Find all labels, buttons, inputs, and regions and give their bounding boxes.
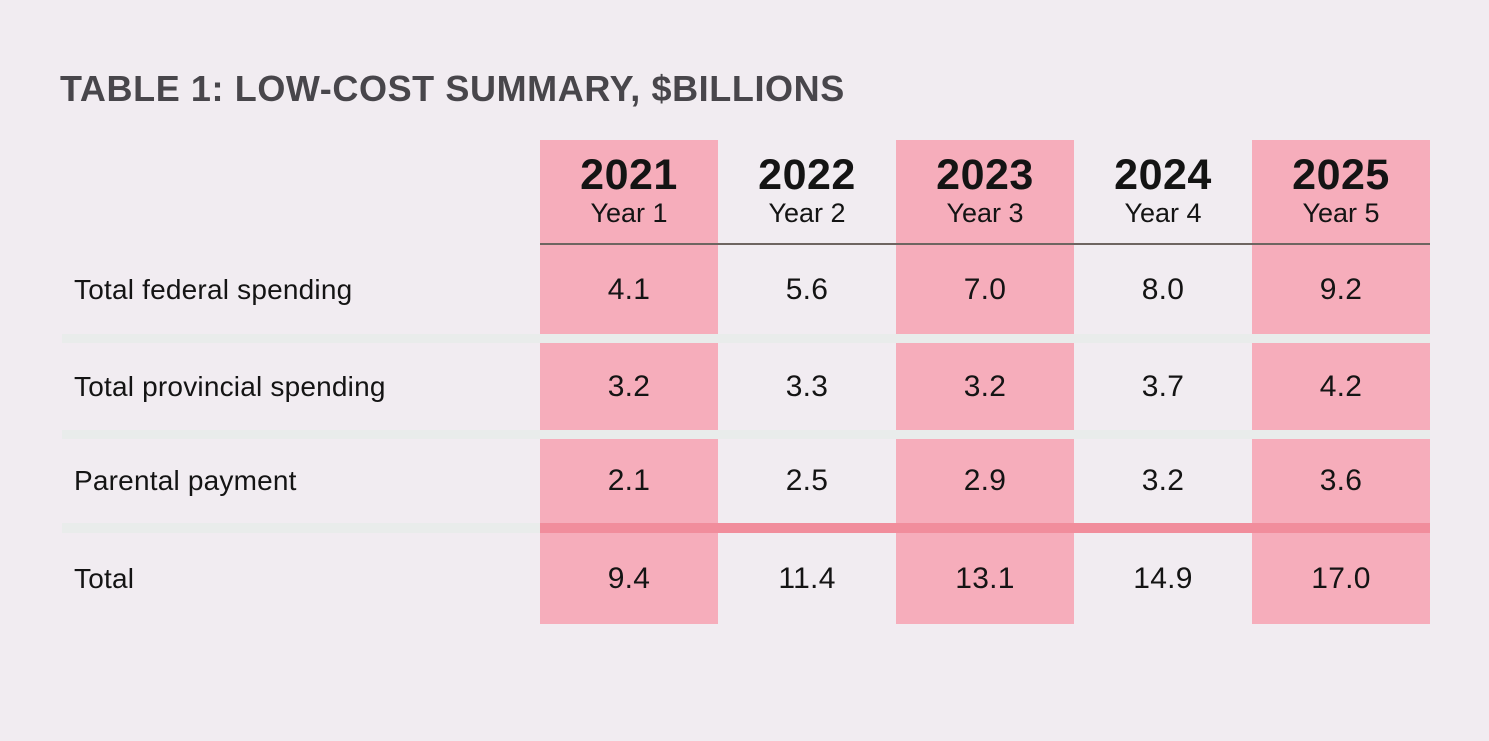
total-divider [540, 523, 1430, 533]
year-label: 2025 [1292, 151, 1390, 200]
low-cost-summary-table: 2021 Year 1 2022 Year 2 2023 Year 3 2024… [62, 140, 1430, 624]
year-label: 2024 [1114, 151, 1212, 200]
value-cell: 9.2 [1252, 245, 1430, 334]
row-label: Total provincial spending [74, 370, 386, 402]
value-cell: 13.1 [896, 533, 1074, 624]
value-cell: 3.2 [540, 343, 718, 430]
header-rule [540, 243, 1430, 245]
value-cell: 4.2 [1252, 343, 1430, 430]
year-sublabel: Year 5 [1302, 197, 1380, 228]
value-cell: 3.7 [1141, 369, 1185, 403]
value-cell: 2.5 [785, 464, 829, 497]
value-cell: 3.2 [896, 343, 1074, 430]
value-cell: 14.9 [1133, 561, 1193, 595]
column-header-2025: 2025 Year 5 [1252, 140, 1430, 243]
column-header-2023: 2023 Year 3 [896, 140, 1074, 243]
year-sublabel: Year 3 [946, 197, 1024, 228]
header-spacer-cell [62, 140, 540, 243]
row-label: Total [74, 562, 135, 594]
column-header-2024: 2024 Year 4 [1074, 140, 1252, 243]
column-header-2021: 2021 Year 1 [540, 140, 718, 243]
value-cell: 3.6 [1252, 439, 1430, 523]
row-label: Total federal spending [74, 273, 353, 305]
value-cell: 11.4 [778, 561, 836, 595]
row-label: Parental payment [74, 465, 297, 496]
table-title: TABLE 1: LOW-COST SUMMARY, $BILLIONS [60, 68, 845, 109]
value-cell: 2.9 [896, 439, 1074, 523]
year-label: 2023 [936, 151, 1034, 200]
year-label: 2022 [758, 151, 856, 200]
value-cell: 2.1 [540, 439, 718, 523]
value-cell: 3.2 [1141, 464, 1185, 497]
year-sublabel: Year 1 [590, 197, 668, 228]
value-cell: 5.6 [785, 272, 829, 306]
row-divider [62, 430, 1430, 439]
year-sublabel: Year 2 [768, 197, 846, 228]
total-divider-label-gap [62, 523, 540, 533]
value-cell: 9.4 [540, 533, 718, 624]
value-cell: 4.1 [540, 245, 718, 334]
value-cell: 17.0 [1252, 533, 1430, 624]
row-divider [62, 334, 1430, 343]
value-cell: 7.0 [896, 245, 1074, 334]
value-cell: 3.3 [785, 369, 829, 403]
year-sublabel: Year 4 [1124, 197, 1202, 228]
year-label: 2021 [580, 151, 678, 200]
column-header-2022: 2022 Year 2 [718, 140, 896, 243]
value-cell: 8.0 [1141, 272, 1185, 306]
